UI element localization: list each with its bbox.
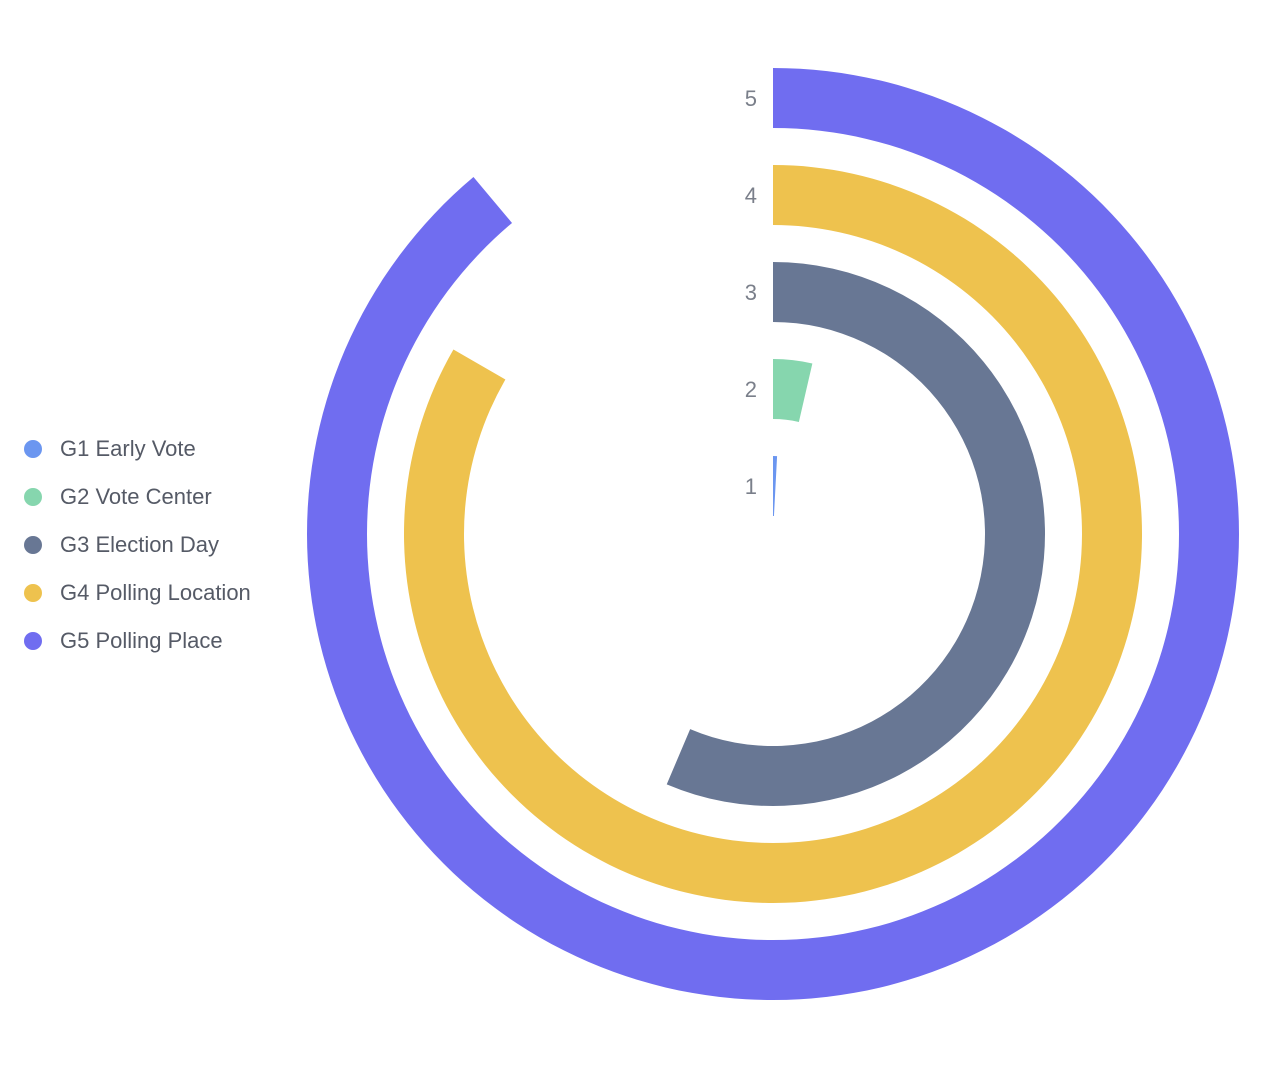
legend-item-g4[interactable]: G4 Polling Location	[24, 569, 251, 617]
legend-item-g2[interactable]: G2 Vote Center	[24, 473, 251, 521]
legend-item-g5[interactable]: G5 Polling Place	[24, 617, 251, 665]
legend-dot-g5	[24, 632, 42, 650]
legend-label-g5: G5 Polling Place	[60, 628, 223, 653]
category-tick-1: 1	[745, 474, 757, 499]
category-tick-2: 2	[745, 377, 757, 402]
radial-bar-1[interactable]	[773, 456, 778, 517]
legend-label-g3: G3 Election Day	[60, 532, 219, 557]
category-ticks-group: 1 2 3 4 5	[745, 86, 757, 499]
legend: G1 Early Vote G2 Vote Center G3 Election…	[24, 425, 251, 665]
radial-bar-3[interactable]	[666, 262, 1045, 806]
legend-item-g3[interactable]: G3 Election Day	[24, 521, 251, 569]
category-tick-3: 3	[745, 280, 757, 305]
category-tick-4: 4	[745, 183, 757, 208]
legend-item-g1[interactable]: G1 Early Vote	[24, 425, 251, 473]
legend-dot-g2	[24, 488, 42, 506]
legend-label-g2: G2 Vote Center	[60, 484, 212, 509]
bars-group	[307, 68, 1240, 1000]
legend-dot-g1	[24, 440, 42, 458]
legend-label-g1: G1 Early Vote	[60, 436, 196, 461]
legend-dot-g3	[24, 536, 42, 554]
radial-bar-2[interactable]	[773, 359, 813, 422]
legend-label-g4: G4 Polling Location	[60, 580, 251, 605]
category-tick-5: 5	[745, 86, 757, 111]
legend-dot-g4	[24, 584, 42, 602]
